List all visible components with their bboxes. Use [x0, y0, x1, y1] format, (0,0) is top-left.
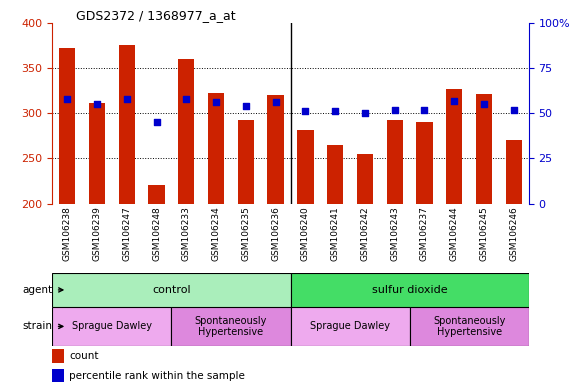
Bar [386, 119, 403, 204]
Point [450, 98, 459, 104]
Bar [178, 59, 195, 204]
Text: count: count [69, 351, 98, 361]
Point [211, 99, 221, 106]
Bar [505, 140, 522, 204]
Bar [89, 103, 105, 204]
Bar [52, 273, 290, 307]
Text: Sprague Dawley: Sprague Dawley [310, 321, 390, 331]
Text: GDS2372 / 1368977_a_at: GDS2372 / 1368977_a_at [76, 9, 236, 22]
Point [360, 110, 370, 116]
Point [331, 108, 340, 114]
Text: sulfur dioxide: sulfur dioxide [372, 285, 447, 295]
Point [152, 119, 161, 125]
Bar [357, 154, 373, 204]
Bar [52, 349, 64, 363]
Point [241, 103, 250, 109]
Bar [52, 369, 64, 382]
Bar [410, 307, 529, 346]
Bar [290, 307, 410, 346]
Point [479, 101, 489, 107]
Text: agent: agent [23, 285, 63, 295]
Bar [52, 307, 171, 346]
Point [182, 96, 191, 102]
Text: Sprague Dawley: Sprague Dawley [72, 321, 152, 331]
Bar [171, 307, 290, 346]
Bar [297, 131, 314, 204]
Point [92, 101, 102, 107]
Text: Spontaneously
Hypertensive: Spontaneously Hypertensive [195, 316, 267, 337]
Point [271, 99, 280, 106]
Point [420, 107, 429, 113]
Text: strain: strain [23, 321, 63, 331]
Point [122, 96, 131, 102]
Bar [59, 48, 76, 204]
Point [390, 107, 399, 113]
Bar [446, 89, 462, 204]
Bar [327, 145, 343, 204]
Bar [119, 45, 135, 204]
Text: control: control [152, 285, 191, 295]
Bar [208, 93, 224, 204]
Point [509, 107, 518, 113]
Text: percentile rank within the sample: percentile rank within the sample [69, 371, 245, 381]
Bar [476, 94, 492, 204]
Bar [238, 119, 254, 204]
Text: Spontaneously
Hypertensive: Spontaneously Hypertensive [433, 316, 505, 337]
Point [63, 96, 72, 102]
Bar [417, 122, 433, 204]
Bar [148, 185, 164, 204]
Bar [290, 273, 529, 307]
Bar [267, 95, 284, 204]
Point [301, 108, 310, 114]
